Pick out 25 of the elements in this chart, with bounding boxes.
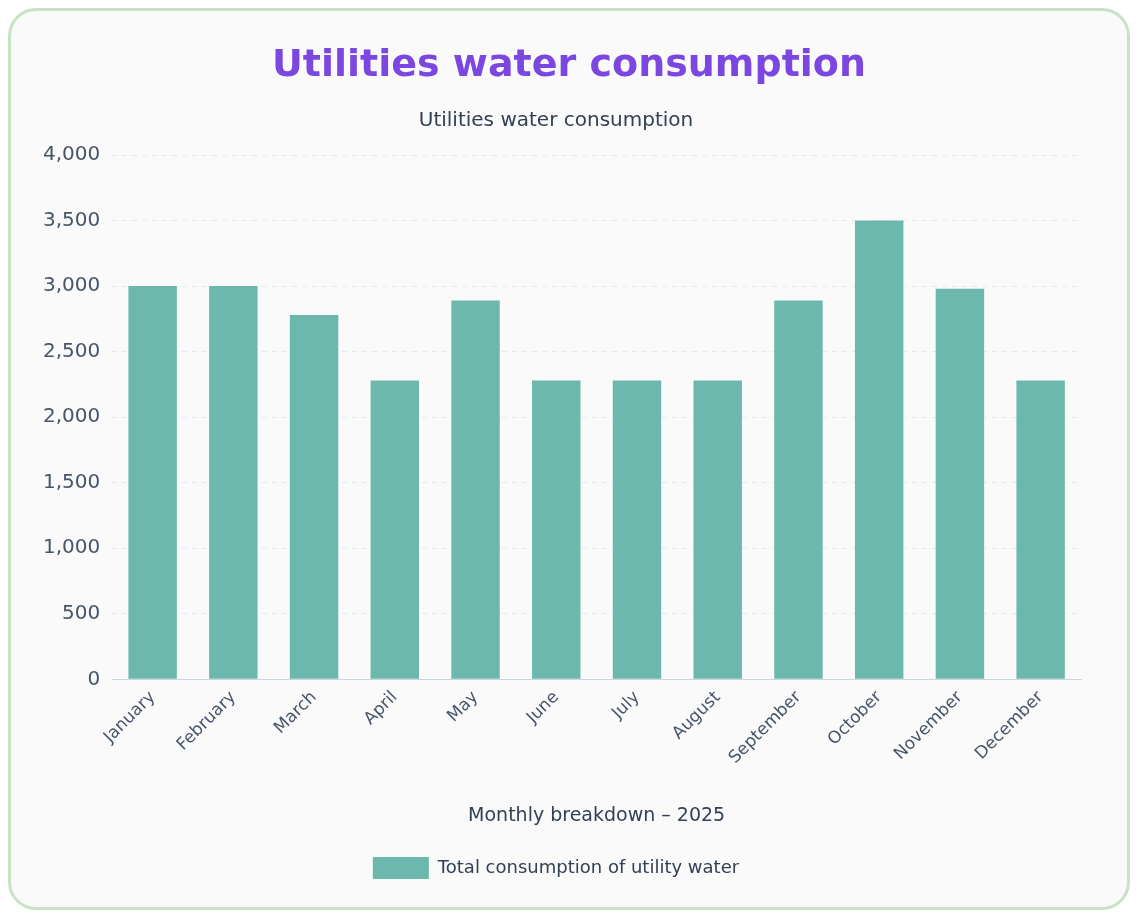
y-tick-label: 1,000 <box>42 534 101 559</box>
bar <box>693 380 742 679</box>
bar <box>774 300 823 679</box>
x-axis-title: Monthly breakdown – 2025 <box>468 802 726 825</box>
y-tick-label: 4,000 <box>42 141 101 166</box>
bar <box>1016 380 1065 679</box>
bar <box>451 300 500 679</box>
chart-title: Utilities water consumption <box>270 41 868 85</box>
y-tick-label: 2,000 <box>42 403 101 428</box>
bar <box>854 220 904 679</box>
y-tick-label: 1,500 <box>42 468 101 493</box>
y-tick-label: 3,500 <box>42 206 101 231</box>
legend-label: Total consumption of utility water <box>436 855 740 877</box>
bar <box>289 314 339 679</box>
bar <box>370 380 420 679</box>
y-tick-label: 2,500 <box>42 337 101 362</box>
bar <box>532 380 581 679</box>
bar <box>209 286 258 679</box>
chart-subtitle: Utilities water consumption <box>418 107 694 132</box>
bar <box>612 380 662 679</box>
y-tick-label: 0 <box>87 665 101 690</box>
bar <box>128 286 177 679</box>
y-tick-label: 3,000 <box>42 272 101 297</box>
y-tick-label: 500 <box>62 599 101 624</box>
bar <box>935 288 985 679</box>
